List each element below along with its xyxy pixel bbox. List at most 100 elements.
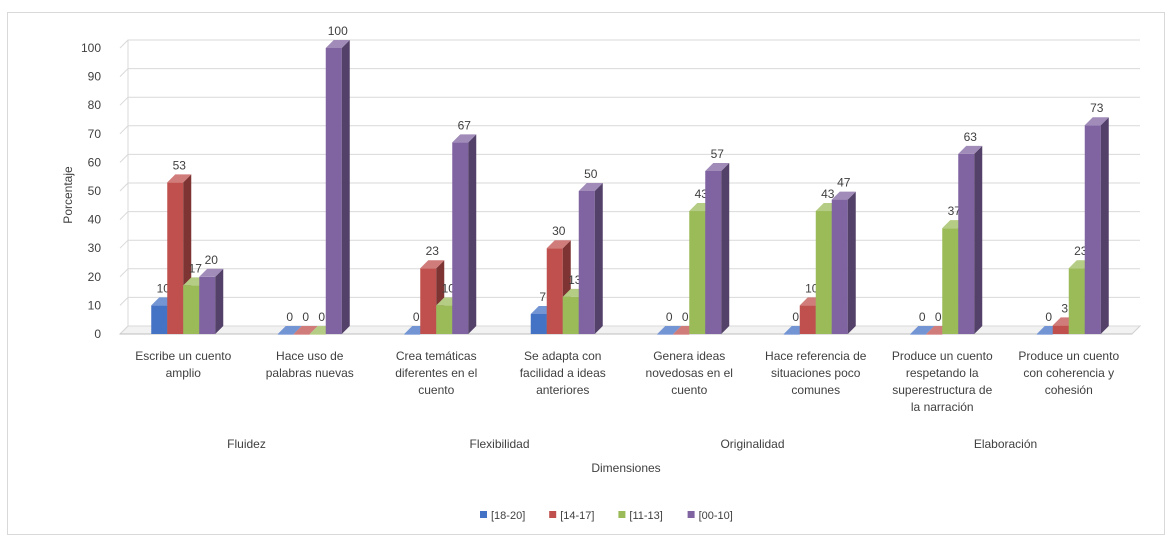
bar	[783, 334, 800, 335]
legend-swatch	[549, 511, 557, 518]
bar	[958, 153, 975, 334]
group-label: Elaboración	[974, 437, 1037, 451]
bar	[673, 334, 690, 335]
gridline	[119, 96, 1140, 106]
chart-floor	[118, 325, 1142, 335]
gridline	[119, 239, 1140, 249]
x-tick-label: Hace uso de palabras nuevas	[266, 349, 354, 380]
data-label: 0	[1045, 310, 1052, 324]
gridline	[119, 268, 1140, 278]
x-tick-label: Produce un cuento respetando la superestru…	[892, 349, 993, 414]
data-label: 3	[1061, 301, 1068, 315]
gridline	[119, 68, 1140, 77]
bar-top	[831, 191, 856, 200]
bar-top	[1084, 117, 1109, 126]
group-label: Fluidez	[227, 437, 266, 451]
y-tick-label: 80	[88, 98, 102, 112]
data-label: 0	[666, 310, 673, 324]
data-label: 37	[948, 204, 962, 218]
bar	[1068, 268, 1085, 334]
data-label: 0	[286, 310, 293, 324]
bar	[926, 334, 943, 335]
y-axis-title: Porcentaje	[61, 166, 75, 224]
bar	[530, 313, 547, 334]
group-label: Originalidad	[720, 437, 784, 451]
bar-side	[721, 162, 730, 334]
bar	[1036, 334, 1053, 335]
legend-label: [14-17]	[560, 510, 594, 522]
bar	[167, 182, 184, 334]
y-tick-label: 30	[88, 241, 102, 255]
bar	[546, 248, 563, 334]
bar	[1084, 125, 1101, 334]
bar	[199, 276, 216, 334]
data-label: 63	[964, 130, 978, 144]
data-label: 43	[821, 187, 835, 201]
data-label: 57	[711, 147, 725, 161]
bar-top	[958, 145, 983, 154]
legend-swatch	[618, 511, 626, 518]
legend-label: [11-13]	[629, 510, 662, 522]
bar	[689, 211, 706, 334]
bar-side	[1100, 117, 1109, 334]
x-tick-label: Produce un cuento con coherencia y cohesió…	[1018, 349, 1119, 397]
bar-top	[546, 240, 571, 249]
bar	[277, 334, 294, 335]
bar	[404, 334, 421, 335]
bar	[420, 268, 437, 334]
bar	[293, 334, 310, 335]
bar	[910, 334, 927, 335]
data-label: 0	[413, 310, 420, 324]
data-label: 100	[328, 24, 348, 38]
bar	[815, 211, 832, 334]
legend-swatch	[480, 511, 487, 518]
bar	[831, 199, 848, 334]
legend-label: [00-10]	[699, 510, 733, 522]
x-tick-label: Se adapta con facilidad a ideas anteriores	[520, 349, 606, 397]
data-label: 0	[302, 310, 309, 324]
legend-label: [18-20]	[491, 510, 525, 522]
x-axis-title: Dimensiones	[591, 461, 660, 475]
bar	[452, 142, 469, 334]
data-label: 23	[1074, 244, 1088, 258]
bar-top	[452, 134, 477, 143]
data-label: 0	[792, 310, 799, 324]
x-tick-label: Escribe un cuento amplio	[135, 349, 231, 380]
bar-top	[199, 268, 224, 277]
y-tick-label: 60	[88, 155, 102, 169]
y-tick-label: 90	[88, 70, 102, 84]
y-tick-label: 100	[81, 41, 101, 55]
data-label: 0	[919, 310, 926, 324]
bar	[942, 228, 959, 334]
bar	[151, 305, 168, 334]
data-label: 50	[584, 167, 598, 181]
x-tick-label: Genera ideas novedosas en el cuento	[646, 349, 733, 397]
data-label: 10	[442, 281, 456, 295]
bar-top	[325, 40, 350, 48]
bar-side	[341, 40, 350, 334]
data-label: 30	[552, 224, 566, 238]
y-tick-label: 50	[88, 184, 102, 198]
gridline	[119, 125, 1140, 135]
data-label: 47	[837, 176, 851, 190]
data-label: 20	[205, 253, 219, 267]
data-label: 53	[173, 158, 187, 172]
x-tick-label: Hace referencia de situaciones poco comune…	[765, 349, 867, 397]
bar	[325, 48, 342, 334]
bar	[657, 334, 674, 335]
bar	[562, 296, 579, 334]
bar-side	[847, 191, 856, 334]
data-label: 0	[318, 310, 325, 324]
y-tick-label: 10	[88, 298, 102, 312]
bar	[705, 170, 722, 334]
group-label: Flexibilidad	[469, 437, 529, 451]
bar-top	[705, 162, 730, 171]
data-label: 43	[695, 187, 709, 201]
data-label: 7	[539, 290, 546, 304]
data-label: 0	[682, 310, 689, 324]
gridline	[119, 296, 1140, 306]
legend-swatch	[687, 511, 695, 518]
bar	[309, 334, 326, 335]
bar-top	[578, 183, 603, 191]
